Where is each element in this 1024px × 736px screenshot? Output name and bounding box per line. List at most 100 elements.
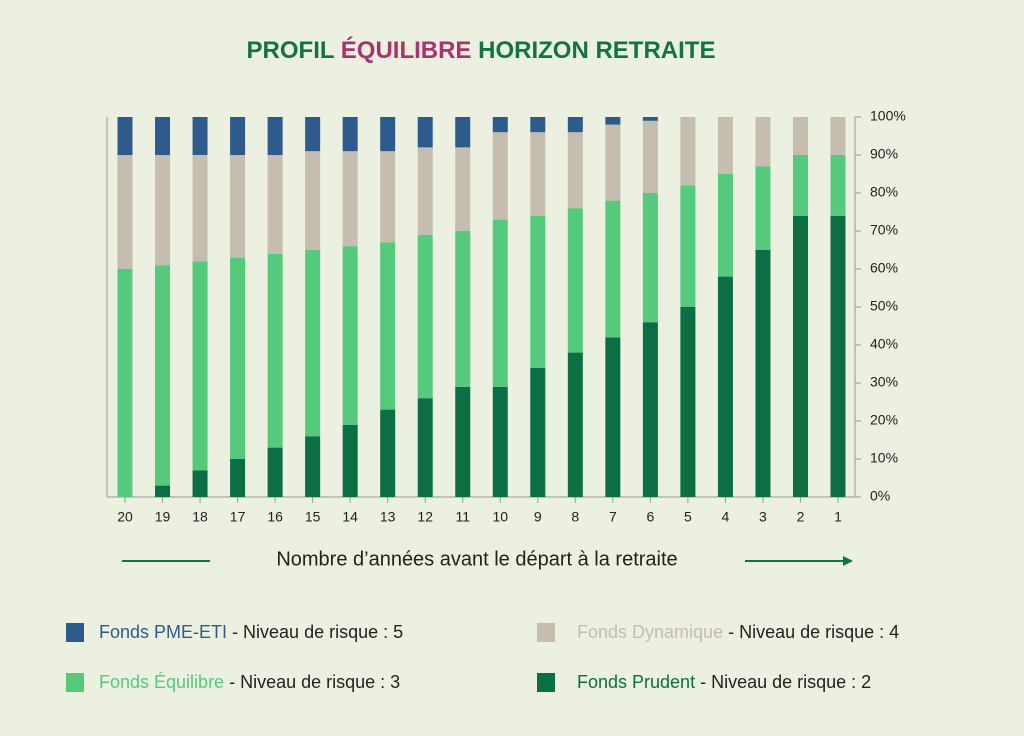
- bar-segment: [792, 215, 808, 498]
- bar-segment: [680, 185, 696, 307]
- chart-title: PROFIL ÉQUILIBRE HORIZON RETRAITE: [247, 36, 716, 64]
- legend-swatch: [537, 623, 555, 642]
- title-part: PROFIL: [247, 37, 341, 64]
- bar-segment: [830, 215, 846, 498]
- bar-segment: [230, 155, 246, 258]
- bar-segment: [417, 117, 433, 148]
- x-tick-label: 17: [230, 509, 246, 525]
- bar-segment: [492, 386, 508, 497]
- bar-segment: [305, 117, 321, 152]
- bar-segment: [155, 265, 171, 486]
- y-tick-label: 10%: [870, 450, 898, 466]
- bar-segment: [455, 117, 471, 148]
- legend-name: Fonds Dynamique: [577, 622, 723, 642]
- x-tick-label: 3: [759, 509, 767, 525]
- legend-label: Fonds Équilibre - Niveau de risque : 3: [99, 672, 400, 692]
- legend-label: Fonds PME-ETI - Niveau de risque : 5: [99, 622, 403, 642]
- bar-segment: [717, 117, 733, 174]
- bar-segment: [530, 215, 546, 368]
- legend-risk: - Niveau de risque : 4: [728, 622, 899, 642]
- x-tick-label: 9: [534, 509, 542, 525]
- bar-segment: [455, 386, 471, 497]
- x-tick-label: 6: [646, 509, 654, 525]
- x-tick-label: 2: [797, 509, 805, 525]
- legend-swatch: [66, 673, 84, 692]
- bar-segment: [605, 337, 621, 497]
- bar-segment: [755, 250, 771, 497]
- bar-segment: [155, 117, 171, 155]
- bar-segment: [567, 352, 583, 497]
- bar-segment: [192, 470, 208, 497]
- bar-segment: [605, 117, 621, 125]
- bar-segment: [717, 174, 733, 277]
- x-axis-label: Nombre d’années avant le départ à la ret…: [276, 548, 677, 570]
- x-tick-label: 4: [722, 509, 730, 525]
- x-tick-label: 7: [609, 509, 617, 525]
- bar-segment: [642, 120, 658, 193]
- bar-segment: [830, 155, 846, 216]
- bar-segment: [680, 117, 696, 186]
- bar-segment: [492, 132, 508, 220]
- bar-segment: [605, 124, 621, 201]
- title-part: ÉQUILIBRE: [341, 36, 472, 64]
- bar-segment: [417, 398, 433, 497]
- x-tick-label: 20: [117, 509, 133, 525]
- bar-segment: [342, 151, 358, 247]
- x-tick-label: 8: [571, 509, 579, 525]
- bar-segment: [830, 117, 846, 155]
- bar-segment: [342, 246, 358, 425]
- bar-segment: [492, 117, 508, 133]
- bar-segment: [117, 269, 133, 497]
- bar-segment: [155, 485, 171, 497]
- bar-segment: [530, 117, 546, 133]
- legend-name: Fonds Équilibre: [99, 672, 224, 692]
- bar-segment: [117, 155, 133, 269]
- bar-segment: [305, 250, 321, 437]
- bar-segment: [192, 117, 208, 155]
- y-tick-label: 60%: [870, 260, 898, 276]
- legend-swatch: [537, 673, 555, 692]
- bar-segment: [267, 253, 283, 448]
- legend-risk: - Niveau de risque : 2: [700, 672, 871, 692]
- legend-swatch: [66, 623, 84, 642]
- bar-segment: [155, 155, 171, 266]
- x-tick-label: 12: [417, 509, 433, 525]
- bar-segment: [380, 117, 396, 152]
- bar-segment: [455, 231, 471, 387]
- bar-segment: [380, 242, 396, 410]
- y-tick-label: 70%: [870, 222, 898, 238]
- arrow-head: [843, 556, 853, 566]
- bar-segment: [605, 200, 621, 338]
- bar-segment: [680, 307, 696, 497]
- y-tick-label: 0%: [870, 488, 890, 504]
- x-tick-label: 15: [305, 509, 321, 525]
- legend-risk: - Niveau de risque : 3: [229, 672, 400, 692]
- x-tick-label: 16: [267, 509, 283, 525]
- bar-segment: [755, 117, 771, 167]
- legend-name: Fonds Prudent: [577, 672, 695, 692]
- bar-segment: [305, 436, 321, 497]
- legend-name: Fonds PME-ETI: [99, 622, 227, 642]
- y-tick-label: 90%: [870, 146, 898, 162]
- bar-segment: [717, 276, 733, 497]
- bar-segment: [642, 193, 658, 323]
- x-tick-label: 14: [342, 509, 358, 525]
- y-tick-label: 80%: [870, 184, 898, 200]
- bar-segment: [455, 147, 471, 231]
- bar-segment: [492, 219, 508, 387]
- x-tick-label: 11: [455, 509, 470, 525]
- y-tick-label: 50%: [870, 298, 898, 314]
- bar-segment: [267, 117, 283, 155]
- x-tick-label: 10: [492, 509, 508, 525]
- bar-segment: [567, 208, 583, 353]
- x-tick-label: 13: [380, 509, 396, 525]
- bar-segment: [267, 447, 283, 497]
- bar-segment: [567, 117, 583, 133]
- bar-segment: [567, 132, 583, 209]
- bar-segment: [792, 117, 808, 155]
- bar-segment: [417, 147, 433, 235]
- bar-segment: [230, 459, 246, 497]
- bar-segment: [230, 117, 246, 155]
- bar-segment: [530, 367, 546, 497]
- bar-segment: [417, 234, 433, 399]
